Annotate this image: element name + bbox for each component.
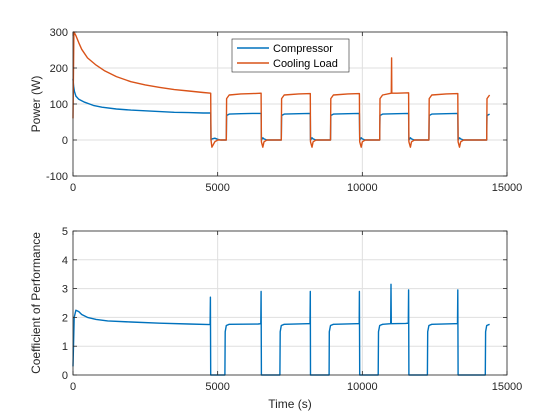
x-tick-label: 10000 <box>347 381 378 393</box>
y-tick-label: 200 <box>50 63 68 75</box>
y-tick-label: 300 <box>50 27 68 39</box>
y-axis-label: Power (W) <box>29 76 43 133</box>
legend-label-cooling-load: Cooling Load <box>273 58 338 70</box>
legend-label-compressor: Compressor <box>273 43 333 55</box>
x-tick-label: 15000 <box>492 381 523 393</box>
x-axis-label: Time (s) <box>268 397 312 411</box>
series-line-cooling-load <box>72 31 491 148</box>
x-tick-label: 5000 <box>205 182 229 194</box>
x-tick-label: 5000 <box>205 381 229 393</box>
y-tick-label: 2 <box>62 312 68 324</box>
y-tick-label: -100 <box>46 171 68 183</box>
x-tick-label: 15000 <box>492 182 523 194</box>
y-tick-label: 5 <box>62 226 68 238</box>
y-axis-label: Coefficient of Performance <box>29 232 43 374</box>
y-tick-label: 3 <box>62 284 68 296</box>
legend-box <box>231 38 350 73</box>
y-tick-label: 1 <box>62 341 68 353</box>
x-tick-label: 0 <box>70 182 76 194</box>
axes-box <box>72 230 508 376</box>
legend: Compressor Cooling Load <box>231 38 350 73</box>
plot-area <box>73 231 507 375</box>
chart-panel-2: 0 5000 10000 15000 0 1 2 3 4 5 Coefficient of Perf… <box>29 226 522 411</box>
y-tick-label: 0 <box>62 135 68 147</box>
y-tick-label: 100 <box>50 99 68 111</box>
x-tick-label: 10000 <box>347 182 378 194</box>
y-tick-label: 0 <box>62 370 68 382</box>
y-tick-label: 4 <box>62 255 68 267</box>
x-tick-label: 0 <box>70 381 76 393</box>
